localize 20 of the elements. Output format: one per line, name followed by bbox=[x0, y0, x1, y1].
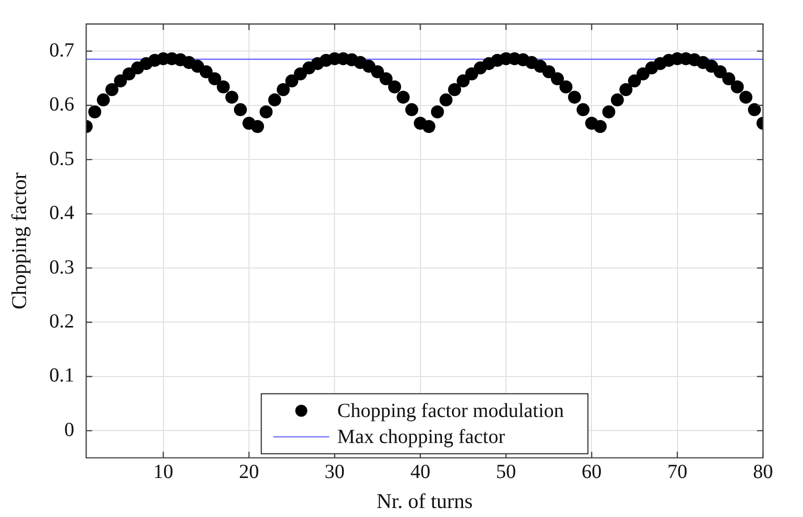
x-tick-label: 60 bbox=[582, 461, 602, 484]
y-tick-label: 0.2 bbox=[49, 310, 74, 332]
y-tick-label: 0.6 bbox=[49, 94, 74, 116]
x-tick-label: 10 bbox=[153, 461, 174, 484]
x-tick-label: 80 bbox=[753, 461, 773, 484]
y-tick-label: 0.7 bbox=[49, 39, 74, 62]
x-tick-label: 70 bbox=[667, 461, 688, 484]
y-tick-label: 0.3 bbox=[49, 256, 74, 278]
legend-label: Chopping factor modulation bbox=[337, 400, 564, 422]
x-axis-title: Nr. of turns bbox=[376, 488, 473, 513]
y-tick-label: 0 bbox=[64, 418, 74, 441]
legend-label: Max chopping factor bbox=[337, 426, 506, 448]
x-tick-label: 30 bbox=[324, 461, 345, 484]
y-tick-label: 0.1 bbox=[49, 364, 74, 387]
y-tick-label: 0.5 bbox=[49, 148, 74, 170]
x-tick-label: 20 bbox=[238, 461, 259, 484]
y-axis-title: Chopping factor bbox=[7, 172, 32, 310]
x-tick-label: 40 bbox=[410, 461, 430, 484]
y-tick-label: 0.4 bbox=[49, 202, 74, 224]
x-tick-label: 50 bbox=[496, 461, 516, 484]
